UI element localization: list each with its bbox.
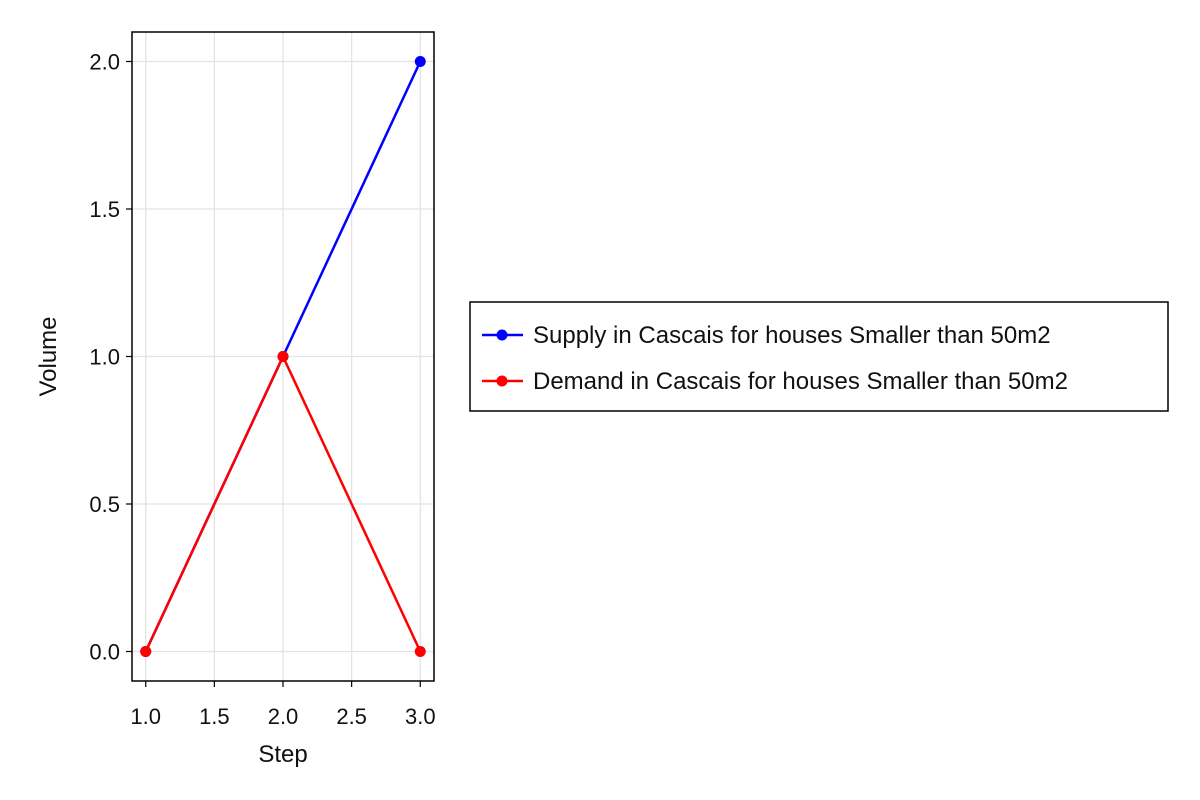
data-point — [140, 646, 152, 657]
legend-box — [469, 301, 1169, 412]
y-tick-label: 1.0 — [89, 345, 120, 370]
axis-ticks: 1.0 1.5 2.0 2.5 3.0 0.0 0.5 1.0 1.5 2.0 — [89, 50, 435, 730]
legend-item: Demand in Cascais for houses Smaller tha… — [482, 368, 1068, 395]
series-layer — [140, 56, 426, 657]
legend-label: Demand in Cascais for houses Smaller tha… — [533, 368, 1068, 395]
x-tick-label: 2.5 — [336, 704, 367, 729]
y-tick-label: 0.5 — [89, 492, 120, 517]
x-tick-label: 3.0 — [405, 704, 436, 729]
y-tick-label: 0.0 — [89, 640, 120, 665]
legend-label: Supply in Cascais for houses Smaller tha… — [533, 322, 1051, 349]
y-tick-label: 1.5 — [89, 197, 120, 222]
x-tick-label: 2.0 — [268, 704, 299, 729]
data-point — [414, 646, 426, 657]
data-point — [277, 351, 289, 362]
x-tick-label: 1.0 — [130, 704, 161, 729]
legend-swatch-marker — [496, 375, 508, 387]
y-tick-label: 2.0 — [89, 50, 120, 75]
y-axis-label: Volume — [35, 316, 62, 396]
x-axis-label: Step — [258, 741, 307, 768]
legend-swatch-marker — [496, 329, 508, 341]
data-point — [414, 56, 426, 67]
x-tick-label: 1.5 — [199, 704, 230, 729]
legend-item: Supply in Cascais for houses Smaller tha… — [482, 322, 1051, 349]
legend: Supply in Cascais for houses Smaller tha… — [469, 301, 1169, 412]
series-demand — [140, 351, 426, 657]
